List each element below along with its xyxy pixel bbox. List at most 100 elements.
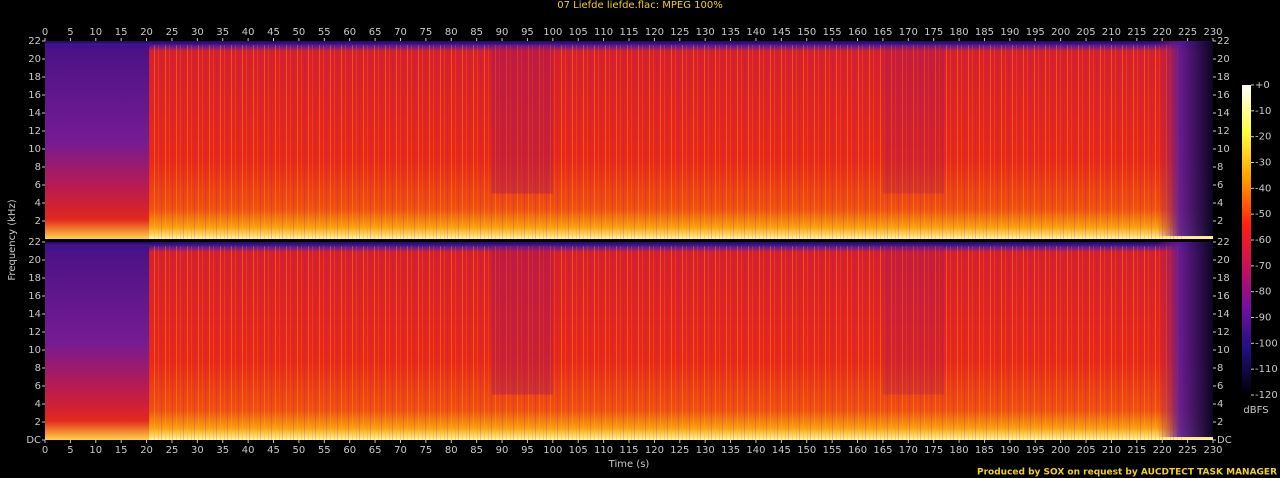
- x-tick-label: 150: [797, 27, 816, 38]
- x-tick-label: 10: [89, 445, 102, 456]
- y-tick-label: 12: [1217, 327, 1230, 338]
- x-tick-label: 195: [1026, 27, 1045, 38]
- x-tick-label: 185: [975, 27, 994, 38]
- x-tick-label: 210: [1102, 445, 1121, 456]
- colorbar-tick-label: -90: [1255, 313, 1271, 324]
- colorbar-tick-label: -30: [1255, 158, 1271, 169]
- colorbar-tick-label: -120: [1255, 390, 1278, 401]
- x-tick-label: 105: [569, 27, 588, 38]
- y-tick-label: 6: [35, 381, 41, 392]
- x-tick-label: 65: [369, 445, 382, 456]
- x-tick-label: 35: [216, 27, 229, 38]
- x-tick-label: 120: [645, 27, 664, 38]
- colorbar: [1242, 85, 1251, 395]
- x-tick-label: 95: [521, 445, 534, 456]
- x-tick-label: 65: [369, 27, 382, 38]
- x-tick-label: 180: [950, 27, 969, 38]
- colorbar-tick-label: -110: [1255, 364, 1278, 375]
- x-tick-label: 220: [1153, 445, 1172, 456]
- y-tick-label: 4: [1217, 198, 1223, 209]
- colorbar-tick-label: -60: [1255, 235, 1271, 246]
- x-tick-label: 80: [445, 27, 458, 38]
- y-tick-label: 6: [35, 180, 41, 191]
- x-tick-label: 105: [569, 445, 588, 456]
- x-tick-label: 110: [594, 27, 613, 38]
- y-tick-label: 20: [1217, 54, 1230, 65]
- y-tick-label: 10: [28, 345, 41, 356]
- y-tick-label: 6: [1217, 381, 1223, 392]
- x-tick-label: 180: [950, 445, 969, 456]
- colorbar-tick-label: -40: [1255, 183, 1271, 194]
- y-tick-label: 8: [35, 363, 41, 374]
- y-tick-label: 10: [1217, 144, 1230, 155]
- x-tick-label: 115: [619, 445, 638, 456]
- x-tick-label: 5: [67, 27, 73, 38]
- y-tick-label: 18: [28, 72, 41, 83]
- colorbar-tick-label: -80: [1255, 287, 1271, 298]
- x-tick-label: 230: [1203, 27, 1222, 38]
- y-tick-label: 14: [1217, 309, 1230, 320]
- y-tick-label: 18: [28, 273, 41, 284]
- x-tick-label: 100: [543, 445, 562, 456]
- x-tick-label: 215: [1127, 27, 1146, 38]
- x-tick-label: 165: [873, 445, 892, 456]
- y-tick-label: DC: [1217, 435, 1232, 446]
- x-tick-label: 5: [67, 445, 73, 456]
- y-tick-label: 22: [1217, 36, 1230, 47]
- x-tick-label: 200: [1051, 27, 1070, 38]
- x-tick-label: 135: [721, 27, 740, 38]
- colorbar-tick-label: -70: [1255, 261, 1271, 272]
- x-tick-label: 145: [772, 27, 791, 38]
- x-tick-label: 220: [1153, 27, 1172, 38]
- y-tick-label: 2: [35, 417, 41, 428]
- x-tick-label: 20: [140, 27, 153, 38]
- x-tick-label: 60: [343, 27, 356, 38]
- x-tick-label: 40: [242, 27, 255, 38]
- x-tick-label: 45: [267, 27, 280, 38]
- y-tick-label: 2: [1217, 417, 1223, 428]
- colorbar-label: dBFS: [1243, 405, 1268, 416]
- x-tick-label: 120: [645, 445, 664, 456]
- colorbar-tick-label: -100: [1255, 338, 1278, 349]
- x-tick-label: 190: [1000, 27, 1019, 38]
- x-tick-label: 100: [543, 27, 562, 38]
- x-tick-label: 165: [873, 27, 892, 38]
- x-tick-label: 230: [1203, 445, 1222, 456]
- x-tick-label: 195: [1026, 445, 1045, 456]
- x-tick-label: 55: [318, 445, 331, 456]
- x-tick-label: 175: [924, 27, 943, 38]
- x-tick-label: 30: [191, 27, 204, 38]
- x-tick-label: 60: [343, 445, 356, 456]
- x-tick-label: 0: [42, 445, 48, 456]
- spectrogram-quiet: [491, 246, 553, 395]
- colorbar-tick-label: -10: [1255, 106, 1271, 117]
- x-tick-label: 110: [594, 445, 613, 456]
- y-tick-label: 10: [1217, 345, 1230, 356]
- y-tick-label: 12: [28, 327, 41, 338]
- y-tick-label: 16: [28, 90, 41, 101]
- x-tick-label: 160: [848, 27, 867, 38]
- x-tick-label: 45: [267, 445, 280, 456]
- spectrogram-quiet: [882, 246, 944, 395]
- y-tick-label: 14: [28, 309, 41, 320]
- x-tick-label: 75: [420, 445, 433, 456]
- y-tick-label: 22: [28, 36, 41, 47]
- x-tick-label: 85: [470, 27, 483, 38]
- y-tick-label: 12: [1217, 126, 1230, 137]
- y-tick-label: 20: [28, 255, 41, 266]
- y-tick-label: 20: [28, 54, 41, 65]
- colorbar-tick-label: -50: [1255, 209, 1271, 220]
- y-tick-label: 8: [1217, 162, 1223, 173]
- y-tick-label: 16: [1217, 291, 1230, 302]
- x-tick-label: 205: [1076, 445, 1095, 456]
- x-tick-label: 175: [924, 445, 943, 456]
- y-tick-label: DC: [26, 435, 41, 446]
- y-axis-label: Frequency (kHz): [7, 199, 18, 280]
- y-tick-label: 6: [1217, 180, 1223, 191]
- x-tick-label: 225: [1178, 27, 1197, 38]
- x-tick-label: 0: [42, 27, 48, 38]
- x-tick-label: 205: [1076, 27, 1095, 38]
- x-tick-label: 150: [797, 445, 816, 456]
- y-tick-label: 4: [35, 198, 41, 209]
